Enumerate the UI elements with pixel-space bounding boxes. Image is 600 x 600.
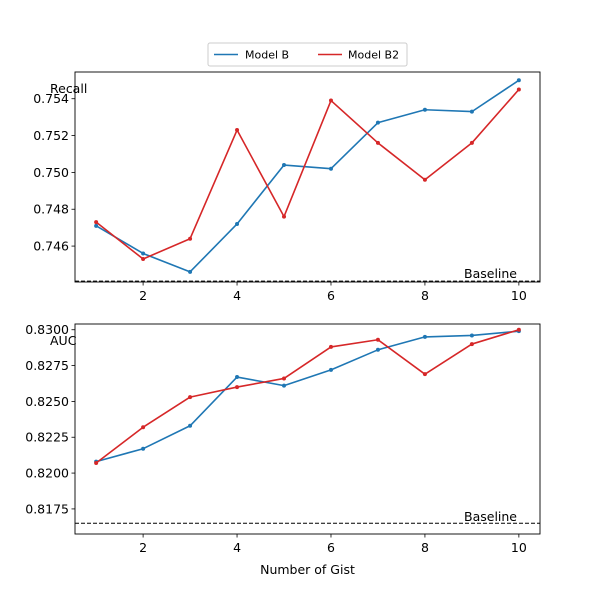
- recall-x-tick-label-8: 8: [421, 288, 429, 303]
- recall-panel: 2 4 6 8 10 0.746 0.748 0.750 0.752 0.754 Baseline…: [33, 71, 541, 303]
- recall-point-model-b-1: [94, 223, 99, 228]
- recall-point-model-b2-10: [516, 87, 521, 92]
- auc-panel: 2 4 6 8 10 0.8175 0.8200 0.8225 0.8250 0.8275 0.83…: [25, 322, 541, 577]
- auc-point-model-b2-8: [422, 372, 427, 377]
- auc-point-model-b2-3: [188, 395, 193, 400]
- auc-point-model-b2-10: [516, 327, 521, 332]
- recall-x-tick-label-4: 4: [233, 288, 241, 303]
- recall-y-tick-label-0.754: 0.754: [33, 91, 69, 106]
- auc-point-model-b2-1: [94, 461, 99, 466]
- recall-y-tick-label-0.75: 0.750: [33, 165, 69, 180]
- auc-point-model-b-7: [375, 347, 380, 352]
- recall-x-tick-label-2: 2: [139, 288, 147, 303]
- recall-x-tick-label-6: 6: [327, 288, 335, 303]
- recall-point-model-b-9: [469, 109, 474, 114]
- auc-y-tick-label-0.8175: 0.8175: [25, 501, 69, 516]
- auc-point-model-b-6: [328, 367, 333, 372]
- recall-y-tick-label-0.746: 0.746: [33, 239, 69, 254]
- recall-point-model-b-3: [188, 269, 193, 274]
- recall-point-model-b2-1: [94, 220, 99, 225]
- recall-line-model-b2: [95, 88, 520, 260]
- auc-x-tick-label-6: 6: [327, 540, 335, 555]
- auc-baseline-label: Baseline: [464, 509, 517, 524]
- auc-point-model-b-3: [188, 423, 193, 428]
- auc-line-model-b: [95, 330, 519, 463]
- legend-frame: [207, 42, 408, 67]
- recall-plot-frame: [74, 71, 541, 283]
- recall-point-model-b-4: [235, 221, 240, 226]
- auc-point-model-b2-7: [375, 337, 380, 342]
- recall-x-tick-label-10: 10: [511, 288, 527, 303]
- recall-point-model-b2-6: [328, 98, 333, 103]
- recall-point-model-b2-4: [235, 128, 240, 133]
- auc-point-model-b-2: [141, 446, 146, 451]
- recall-line-model-b: [95, 79, 520, 273]
- auc-y-tick-label-0.8225: 0.8225: [25, 430, 69, 445]
- auc-point-model-b2-4: [235, 385, 240, 390]
- auc-x-tick-label-8: 8: [421, 540, 429, 555]
- recall-point-model-b-7: [375, 120, 380, 125]
- recall-point-model-b2-5: [282, 214, 287, 219]
- recall-point-model-b-6: [328, 166, 333, 171]
- auc-point-model-b2-6: [328, 344, 333, 349]
- recall-point-model-b-2: [141, 251, 146, 256]
- legend-label-model-b2: Model B2: [348, 49, 399, 62]
- auc-y-axis-label: AUC: [50, 333, 77, 348]
- auc-point-model-b2-2: [141, 425, 146, 430]
- auc-point-model-b2-5: [282, 376, 287, 381]
- recall-point-model-b2-2: [141, 256, 146, 261]
- recall-point-model-b2-8: [422, 177, 427, 182]
- recall-point-model-b2-7: [375, 140, 380, 145]
- recall-point-model-b-10: [516, 78, 521, 83]
- recall-point-model-b-8: [422, 107, 427, 112]
- auc-ticks: 2 4 6 8 10 0.8175 0.8200 0.8225 0.8250 0.8275 0.83…: [25, 322, 527, 555]
- auc-x-tick-label-4: 4: [233, 540, 241, 555]
- auc-y-tick-label-0.83: 0.8300: [25, 322, 69, 337]
- recall-point-model-b2-9: [469, 140, 474, 145]
- recall-y-tick-label-0.752: 0.752: [33, 128, 69, 143]
- auc-point-model-b-9: [469, 333, 474, 338]
- auc-point-model-b2-9: [469, 342, 474, 347]
- auc-x-tick-label-10: 10: [511, 540, 527, 555]
- recall-series: [94, 78, 521, 274]
- recall-y-tick-label-0.748: 0.748: [33, 202, 69, 217]
- auc-point-model-b-4: [235, 375, 240, 380]
- legend: Model B Model B2: [207, 42, 408, 67]
- auc-line-model-b2: [95, 328, 520, 464]
- recall-ticks: 2 4 6 8 10 0.746 0.748 0.750 0.752 0.754: [33, 91, 527, 303]
- auc-series: [94, 327, 521, 466]
- recall-point-model-b-5: [282, 163, 287, 168]
- auc-y-tick-label-0.82: 0.8200: [25, 466, 69, 481]
- auc-point-model-b-8: [422, 334, 427, 339]
- recall-y-axis-label: Recall: [50, 81, 87, 96]
- auc-point-model-b-5: [282, 383, 287, 388]
- recall-point-model-b2-3: [188, 236, 193, 241]
- x-axis-label: Number of Gist: [260, 562, 355, 577]
- auc-x-tick-label-2: 2: [139, 540, 147, 555]
- auc-y-tick-label-0.825: 0.8250: [25, 394, 69, 409]
- auc-plot-frame: [74, 323, 541, 535]
- recall-baseline-label: Baseline: [464, 266, 517, 281]
- auc-y-tick-label-0.8275: 0.8275: [25, 358, 69, 373]
- legend-label-model-b: Model B: [245, 49, 289, 62]
